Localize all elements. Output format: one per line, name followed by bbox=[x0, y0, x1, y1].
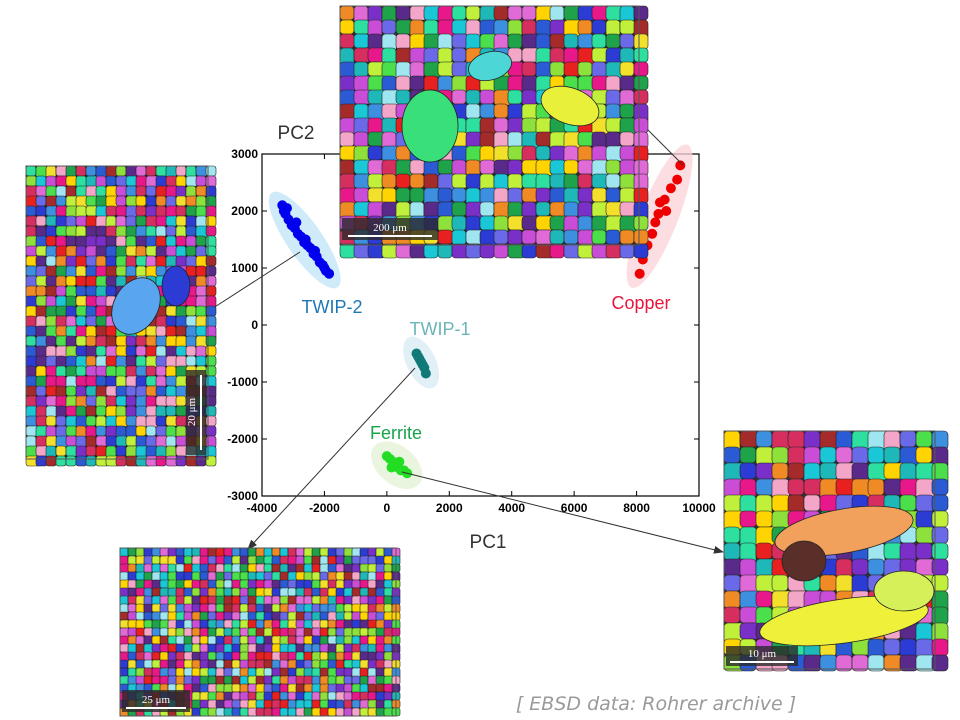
x-tick-label: 2000 bbox=[436, 501, 463, 515]
x-tick-label: -4000 bbox=[247, 501, 278, 515]
copper-micrograph bbox=[339, 5, 649, 259]
twip-2-point bbox=[319, 263, 330, 273]
y-tick-label: -1000 bbox=[227, 375, 258, 389]
copper-point bbox=[661, 206, 672, 216]
x-tick-label: 8000 bbox=[623, 501, 650, 515]
ferrite-scale-bar: 10 μm bbox=[726, 646, 798, 666]
series-labels: TWIP-2 Copper TWIP-1 Ferrite bbox=[302, 293, 671, 443]
y-tick-label: -3000 bbox=[227, 489, 258, 503]
data-points bbox=[277, 160, 686, 479]
twip-2-point bbox=[291, 217, 302, 228]
copper-point bbox=[675, 160, 686, 171]
copper-point bbox=[647, 228, 658, 239]
ferrite-point bbox=[386, 462, 397, 473]
twip1-connector bbox=[247, 367, 416, 550]
twip1-micrograph bbox=[119, 547, 401, 717]
y-tick-label: 2000 bbox=[231, 204, 258, 218]
y-tick-label: 0 bbox=[251, 318, 258, 332]
y-axis-label: PC2 bbox=[278, 123, 315, 144]
twip2-connector bbox=[206, 251, 301, 313]
ferrite-micrograph bbox=[723, 430, 949, 672]
ferrite-connector bbox=[401, 471, 724, 554]
x-tick-label: 4000 bbox=[498, 501, 525, 515]
twip2-scale-label: 20 μm bbox=[186, 397, 198, 426]
source-note: [ EBSD data: Rohrer archive ] bbox=[516, 693, 796, 715]
twip-2-series-label: TWIP-2 bbox=[302, 297, 363, 317]
twip-1-series-label: TWIP-1 bbox=[410, 319, 471, 339]
ferrite-series-label: Ferrite bbox=[370, 423, 422, 443]
twip2-scale-bar: 20 μm bbox=[186, 370, 206, 455]
twip-2-point bbox=[300, 234, 311, 245]
twip-2-point bbox=[281, 203, 292, 214]
x-tick-label: -2000 bbox=[309, 501, 340, 515]
twip-2-point bbox=[310, 245, 321, 256]
ferrite-scale-label: 10 μm bbox=[748, 648, 777, 660]
y-tick-label: 3000 bbox=[231, 147, 258, 161]
copper-scale-label: 200 μm bbox=[373, 222, 407, 234]
copper-point bbox=[672, 174, 683, 185]
twip1-scale-bar: 25 μm bbox=[122, 690, 190, 712]
x-tick-label: 10000 bbox=[682, 501, 716, 515]
copper-series-label: Copper bbox=[611, 293, 670, 313]
copper-point bbox=[654, 197, 665, 208]
y-tick-label: 1000 bbox=[231, 261, 258, 275]
ferrite-point bbox=[394, 456, 405, 467]
copper-scale-bar: 200 μm bbox=[342, 218, 438, 240]
x-tick-label: 0 bbox=[384, 501, 391, 515]
copper-point bbox=[634, 268, 645, 279]
twip1-scale-label: 25 μm bbox=[142, 694, 171, 706]
twip2-micrograph bbox=[25, 165, 217, 467]
twip-1-point bbox=[420, 368, 431, 379]
copper-point bbox=[653, 208, 664, 219]
copper-point bbox=[665, 183, 676, 194]
x-tick-label: 6000 bbox=[561, 501, 588, 515]
x-axis-label: PC1 bbox=[470, 532, 507, 553]
y-tick-label: -2000 bbox=[227, 432, 258, 446]
copper-point bbox=[650, 217, 661, 228]
